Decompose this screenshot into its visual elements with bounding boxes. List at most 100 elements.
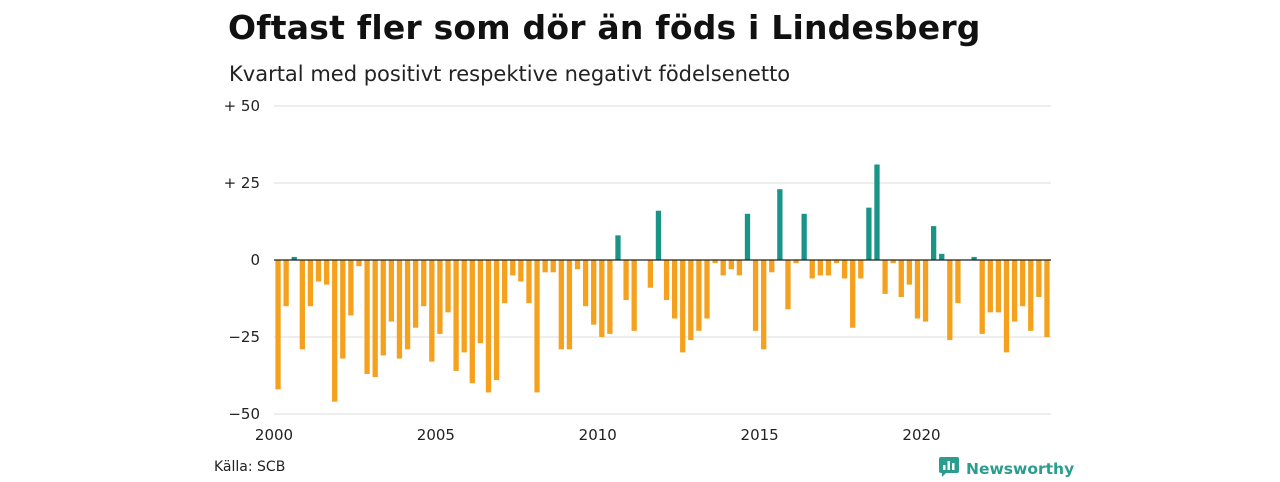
y-tick-label: + 50	[224, 97, 260, 115]
bar-negative	[987, 260, 993, 313]
bar-positive	[744, 213, 751, 260]
gridlines	[274, 105, 1051, 415]
y-tick-label: 0	[250, 251, 260, 269]
bar-negative	[680, 260, 686, 353]
bar-negative	[995, 260, 1002, 313]
bar-negative	[979, 260, 985, 334]
bar-negative	[421, 260, 427, 307]
bar-negative	[429, 260, 435, 362]
x-tick-label: 2010	[579, 426, 617, 444]
bar-negative	[623, 260, 629, 301]
bar-negative	[833, 260, 840, 264]
bar-negative	[340, 260, 346, 359]
bar-negative	[315, 260, 322, 282]
bar-positive	[939, 253, 945, 260]
bar-negative	[1036, 260, 1042, 297]
bar-negative	[599, 260, 605, 337]
bar-negative	[461, 260, 467, 353]
bar-positive	[801, 213, 807, 260]
bar-negative	[825, 260, 832, 276]
bar-positive	[777, 189, 783, 260]
bar-negative	[380, 260, 386, 356]
bar-negative	[890, 260, 896, 264]
bar-negative	[574, 260, 581, 270]
bar-negative	[712, 260, 718, 264]
bar-negative	[510, 260, 516, 276]
bar-negative	[906, 260, 913, 285]
bar-negative	[922, 260, 929, 322]
bar-negative	[453, 260, 459, 371]
x-tick-label: 2020	[902, 426, 940, 444]
bar-negative	[372, 260, 378, 378]
x-tick-label: 2000	[255, 426, 293, 444]
bar-negative	[582, 260, 589, 307]
y-tick-label: −25	[228, 328, 260, 346]
bar-negative	[283, 260, 289, 307]
bar-negative	[323, 260, 330, 285]
bar-negative	[356, 260, 362, 267]
bar-negative	[850, 260, 856, 328]
bar-negative	[275, 260, 281, 390]
bar-negative	[542, 260, 548, 273]
bar-negative	[550, 260, 556, 273]
axes: + 50 + 25 0 −25 −50 2000 2005 2010 2015 2020	[224, 97, 1051, 444]
bar-negative	[518, 260, 524, 282]
x-tick-label: 2015	[741, 426, 779, 444]
bar-negative	[1028, 260, 1034, 331]
bar-negative	[364, 260, 370, 374]
bar-negative	[841, 260, 848, 279]
bar-negative	[388, 260, 395, 322]
bar-negative	[558, 260, 564, 350]
bar-negative	[882, 260, 888, 294]
bar-negative	[631, 260, 637, 331]
bar-negative	[591, 260, 597, 325]
bars	[275, 164, 1050, 402]
bar-negative	[307, 260, 314, 307]
bar-negative	[1003, 260, 1010, 353]
source-label: Källa: SCB	[214, 459, 286, 475]
bar-negative	[663, 260, 670, 301]
bar-negative	[761, 260, 767, 350]
bar-negative	[445, 260, 451, 313]
y-tick-label: −50	[228, 405, 260, 423]
bar-negative	[671, 260, 678, 319]
bar-negative	[566, 260, 573, 350]
bar-negative	[785, 260, 791, 310]
bar-negative	[793, 260, 799, 264]
bar-negative	[332, 260, 338, 402]
bar-negative	[955, 260, 961, 304]
bar-negative	[752, 260, 759, 331]
bar-positive	[866, 207, 872, 260]
bar-negative	[1044, 260, 1050, 337]
bar-positive	[971, 256, 977, 260]
bar-negative	[534, 260, 540, 393]
bar-negative	[502, 260, 508, 304]
y-tick-label: + 25	[224, 174, 260, 192]
bar-positive	[930, 226, 937, 260]
bar-negative	[809, 260, 815, 279]
chart-subtitle: Kvartal med positivt respektive negativt…	[229, 62, 791, 86]
bar-negative	[704, 260, 710, 319]
bar-negative	[696, 260, 702, 331]
bar-negative	[728, 260, 734, 270]
brand-name: Newsworthy	[966, 460, 1075, 478]
bar-negative	[914, 260, 921, 319]
bar-negative	[404, 260, 411, 350]
bar-negative	[817, 260, 823, 276]
bar-negative	[485, 260, 492, 393]
bar-negative	[526, 260, 532, 304]
bar-positive	[291, 256, 297, 260]
bar-positive	[874, 164, 880, 260]
x-tick-label: 2005	[417, 426, 455, 444]
bar-negative	[688, 260, 694, 341]
bar-negative	[607, 260, 613, 334]
bar-positive	[655, 210, 662, 260]
bar-negative	[396, 260, 403, 359]
bar-negative	[299, 260, 305, 350]
bar-negative	[720, 260, 726, 276]
bar-negative	[477, 260, 484, 344]
bar-negative	[1011, 260, 1018, 322]
bar-negative	[469, 260, 475, 384]
brand-logo[interactable]: Newsworthy	[938, 456, 1074, 482]
